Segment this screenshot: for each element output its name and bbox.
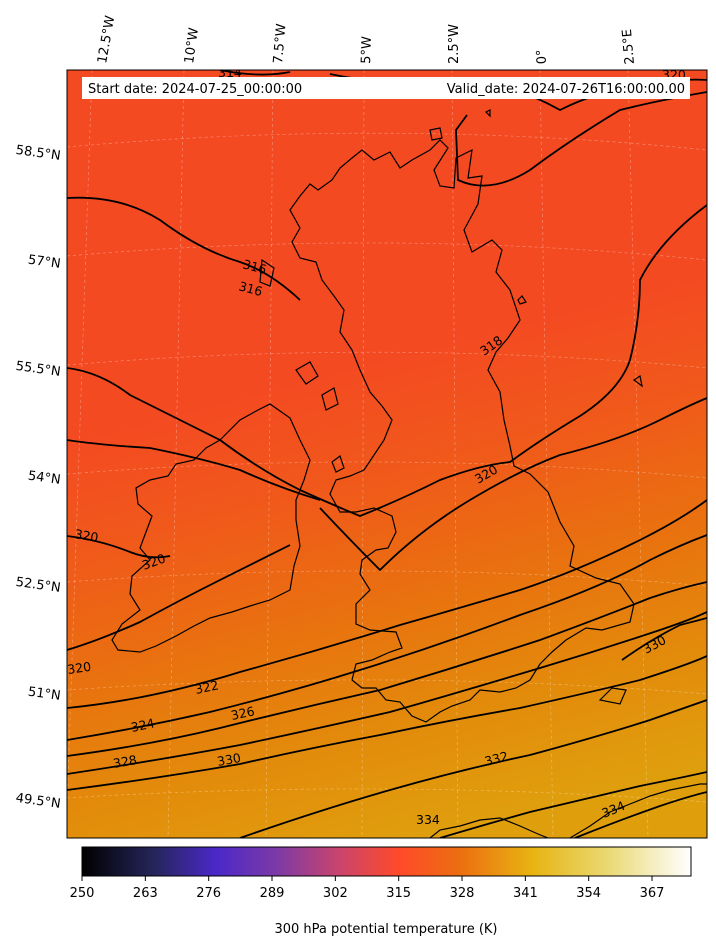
contour-label-324: 324 bbox=[130, 715, 157, 735]
map-area: 314 320 316 316 318 320 320 320 320 322 … bbox=[66, 65, 707, 838]
colorbar-ticks: 250 263 276 289 302 315 328 341 354 367 bbox=[70, 876, 665, 901]
contour-label-332: 332 bbox=[483, 748, 510, 769]
date-info-box bbox=[82, 77, 690, 99]
colorbar-tick-label: 263 bbox=[133, 886, 158, 901]
map-frame bbox=[66, 69, 708, 839]
contour-labels: 314 320 316 316 318 320 320 320 320 322 … bbox=[66, 65, 686, 827]
lat-label-51n: 51°N bbox=[27, 685, 62, 704]
lat-label-49-5n: 49.5°N bbox=[15, 791, 62, 812]
colorbar-label: 300 hPa potential temperature (K) bbox=[274, 922, 497, 937]
colorbar-tick-label: 250 bbox=[70, 886, 95, 901]
temperature-field bbox=[67, 70, 707, 838]
lon-label-2-5w: 2.5°W bbox=[447, 24, 462, 64]
start-date: Start date: 2024-07-25_00:00:00 bbox=[88, 82, 302, 97]
colorbar-tick-label: 341 bbox=[513, 886, 538, 901]
valid-date: Valid_date: 2024-07-26T16:00:00.00 bbox=[447, 82, 685, 97]
lon-label-5w: 5°W bbox=[359, 36, 375, 64]
contour-label-320-sw: 320 bbox=[66, 659, 92, 677]
colorbar-tick-label: 367 bbox=[640, 886, 665, 901]
colorbar: 250 263 276 289 302 315 328 341 354 367 300 hPa p… bbox=[70, 846, 692, 937]
latitude-axis: 58.5°N 57°N 55.5°N 54°N 52.5°N 51°N 49.5… bbox=[15, 143, 62, 812]
contour-label-326: 326 bbox=[230, 703, 257, 723]
lat-label-54n: 54°N bbox=[27, 469, 62, 488]
contour-label-322: 322 bbox=[194, 677, 220, 697]
contour-label-334-west: 334 bbox=[416, 812, 440, 827]
lon-label-10w: 10°W bbox=[182, 27, 202, 65]
lat-label-55-5n: 55.5°N bbox=[15, 359, 62, 380]
colorbar-gradient bbox=[81, 846, 692, 877]
coastlines bbox=[111, 109, 707, 838]
colorbar-tick-label: 315 bbox=[386, 886, 411, 901]
contour-label-320-west: 320 bbox=[73, 526, 99, 545]
colorbar-tick-label: 302 bbox=[323, 886, 348, 901]
contour-label-316-a: 316 bbox=[241, 256, 268, 277]
lon-label-2-5e: 2.5°E bbox=[620, 28, 638, 65]
lon-label-12-5w: 12.5°W bbox=[95, 14, 118, 64]
contour-label-328: 328 bbox=[112, 752, 138, 771]
isentropes bbox=[67, 70, 707, 838]
lat-label-57n: 57°N bbox=[27, 253, 62, 272]
contour-label-330-west: 330 bbox=[216, 750, 242, 769]
colorbar-tick-label: 276 bbox=[196, 886, 221, 901]
colorbar-tick-label: 354 bbox=[576, 886, 601, 901]
lat-label-52-5n: 52.5°N bbox=[15, 575, 62, 596]
lon-label-0: 0° bbox=[534, 49, 550, 65]
lat-label-58-5n: 58.5°N bbox=[15, 143, 62, 164]
colorbar-tick-label: 289 bbox=[260, 886, 285, 901]
contour-label-314: 314 bbox=[218, 65, 242, 80]
longitude-axis: 12.5°W 10°W 7.5°W 5°W 2.5°W 0° 2.5°E bbox=[95, 14, 638, 65]
contour-label-316-b: 316 bbox=[237, 278, 264, 299]
colorbar-tick-label: 328 bbox=[450, 886, 475, 901]
lon-label-7-5w: 7.5°W bbox=[271, 23, 289, 64]
